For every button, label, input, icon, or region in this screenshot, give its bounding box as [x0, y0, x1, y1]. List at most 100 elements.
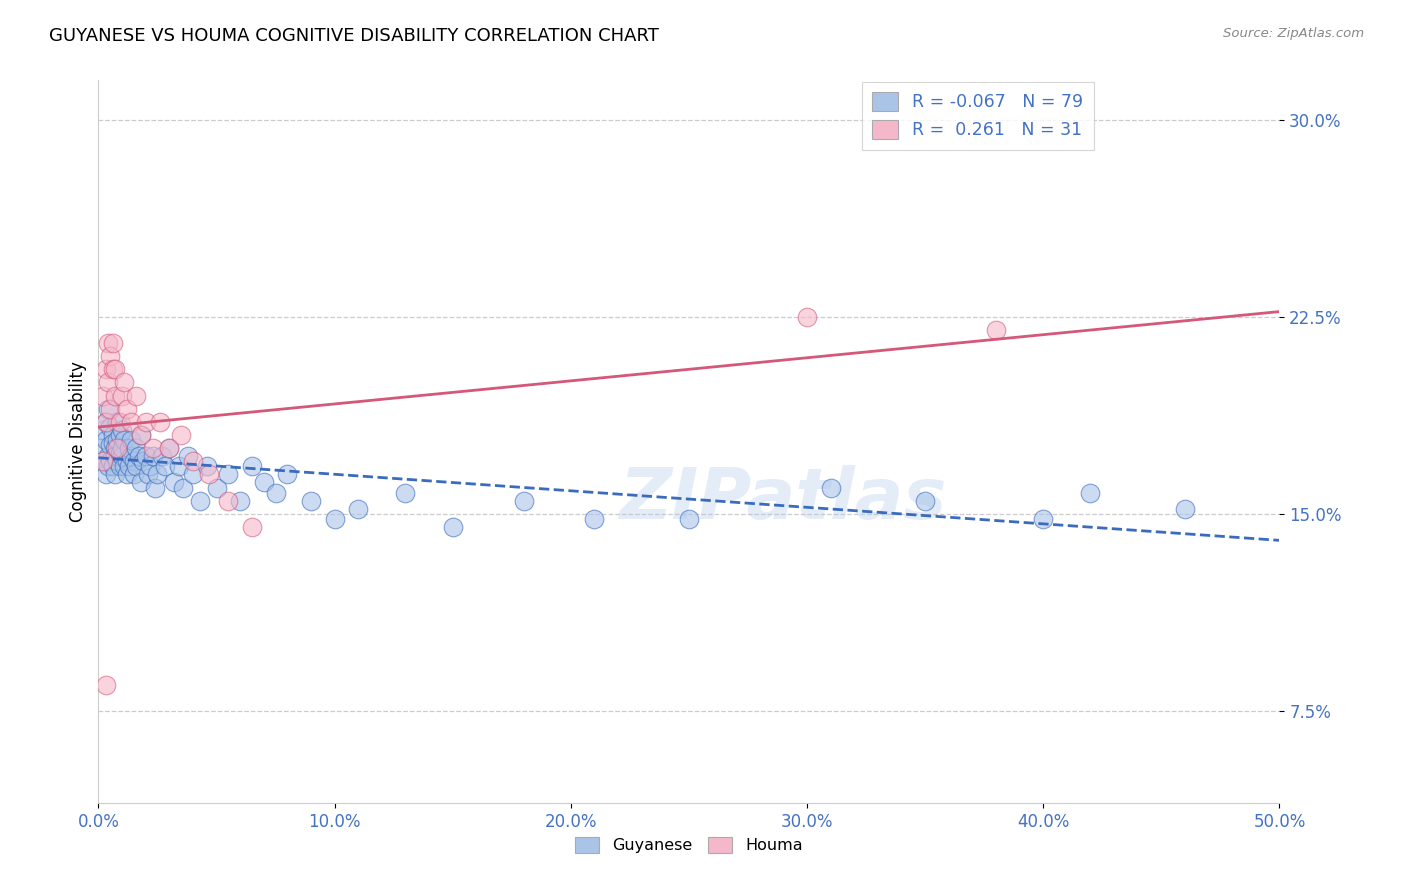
- Point: [111, 388, 134, 402]
- Point: [984, 323, 1007, 337]
- Point: [97, 376, 120, 390]
- Point: [112, 376, 135, 390]
- Point: [512, 493, 534, 508]
- Point: [111, 449, 134, 463]
- Point: [122, 467, 145, 482]
- Point: [111, 441, 134, 455]
- Point: [94, 415, 117, 429]
- Point: [394, 485, 416, 500]
- Point: [122, 454, 145, 468]
- Point: [90, 441, 112, 455]
- Point: [98, 401, 121, 416]
- Point: [796, 310, 818, 324]
- Point: [153, 459, 176, 474]
- Point: [101, 362, 124, 376]
- Point: [135, 415, 157, 429]
- Point: [118, 459, 141, 474]
- Point: [142, 449, 165, 463]
- Point: [128, 449, 150, 463]
- Point: [115, 401, 138, 416]
- Point: [181, 454, 204, 468]
- Point: [253, 475, 276, 490]
- Point: [97, 459, 120, 474]
- Point: [98, 438, 121, 452]
- Point: [94, 467, 117, 482]
- Point: [121, 449, 143, 463]
- Point: [142, 441, 165, 455]
- Point: [264, 485, 287, 500]
- Point: [132, 454, 155, 468]
- Point: [101, 428, 124, 442]
- Point: [157, 441, 180, 455]
- Point: [104, 449, 127, 463]
- Point: [323, 512, 346, 526]
- Point: [115, 454, 138, 468]
- Point: [299, 493, 322, 508]
- Point: [121, 415, 143, 429]
- Point: [125, 459, 148, 474]
- Point: [94, 677, 117, 691]
- Point: [97, 449, 120, 463]
- Point: [172, 481, 194, 495]
- Point: [149, 415, 172, 429]
- Point: [104, 388, 127, 402]
- Point: [112, 434, 135, 448]
- Point: [105, 415, 128, 429]
- Point: [108, 428, 131, 442]
- Point: [1174, 501, 1197, 516]
- Point: [177, 449, 200, 463]
- Point: [91, 454, 114, 468]
- Point: [170, 428, 193, 442]
- Point: [115, 467, 138, 482]
- Point: [125, 388, 148, 402]
- Point: [118, 441, 141, 455]
- Point: [112, 459, 135, 474]
- Point: [195, 459, 218, 474]
- Point: [163, 475, 186, 490]
- Point: [105, 434, 128, 448]
- Point: [101, 435, 124, 450]
- Point: [136, 467, 159, 482]
- Point: [276, 467, 298, 482]
- Text: ZIPatlas: ZIPatlas: [620, 465, 948, 533]
- Point: [143, 481, 166, 495]
- Point: [104, 362, 127, 376]
- Point: [104, 467, 127, 482]
- Point: [167, 459, 190, 474]
- Point: [135, 449, 157, 463]
- Point: [181, 467, 204, 482]
- Point: [101, 459, 124, 474]
- Point: [98, 454, 121, 468]
- Point: [441, 520, 464, 534]
- Point: [678, 512, 700, 526]
- Point: [111, 423, 134, 437]
- Point: [150, 449, 173, 463]
- Point: [105, 454, 128, 468]
- Point: [108, 459, 131, 474]
- Point: [139, 459, 162, 474]
- Point: [229, 493, 252, 508]
- Point: [129, 428, 152, 442]
- Legend: Guyanese, Houma: Guyanese, Houma: [569, 830, 808, 860]
- Point: [205, 481, 228, 495]
- Point: [101, 336, 124, 351]
- Point: [820, 481, 842, 495]
- Point: [91, 423, 114, 437]
- Text: GUYANESE VS HOUMA COGNITIVE DISABILITY CORRELATION CHART: GUYANESE VS HOUMA COGNITIVE DISABILITY C…: [49, 27, 659, 45]
- Point: [240, 520, 263, 534]
- Text: Source: ZipAtlas.com: Source: ZipAtlas.com: [1223, 27, 1364, 40]
- Point: [914, 493, 936, 508]
- Point: [94, 415, 117, 429]
- Point: [157, 441, 180, 455]
- Point: [105, 441, 128, 455]
- Point: [108, 415, 131, 429]
- Point: [583, 512, 606, 526]
- Point: [240, 459, 263, 474]
- Point: [97, 401, 120, 416]
- Point: [97, 336, 120, 351]
- Point: [98, 420, 121, 434]
- Point: [217, 467, 239, 482]
- Point: [1032, 512, 1054, 526]
- Point: [1080, 485, 1102, 500]
- Y-axis label: Cognitive Disability: Cognitive Disability: [69, 361, 87, 522]
